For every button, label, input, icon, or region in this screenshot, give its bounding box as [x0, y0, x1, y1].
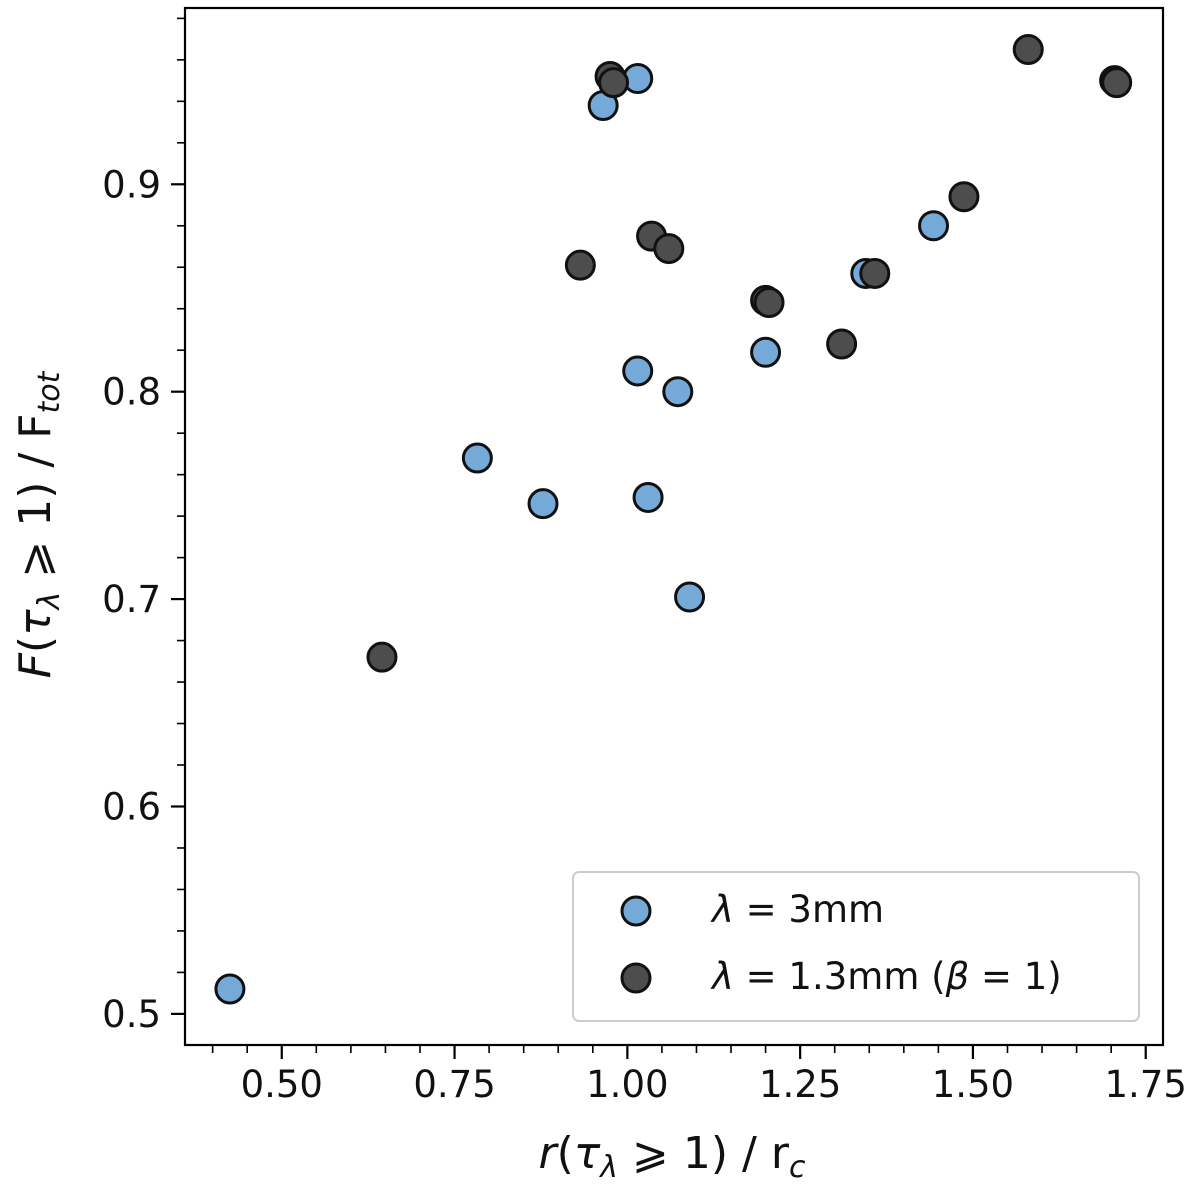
point-3mm — [632, 481, 664, 513]
y-tick-label: 0.5 — [102, 993, 161, 1036]
y-axis-title: F(τλ ⩾ 1) / Ftot — [10, 370, 67, 678]
major-ticks — [171, 183, 1147, 1059]
y-tick-label: 0.6 — [102, 785, 161, 828]
legend-label-1p3mm: λ = 1.3mm (β = 1) — [710, 955, 1062, 998]
y-tick-label: 0.8 — [102, 371, 161, 414]
point-3mm — [527, 488, 559, 520]
point-3mm — [214, 973, 246, 1005]
legend: λ = 3mm λ = 1.3mm (β = 1) — [572, 871, 1140, 1022]
x-tick-label: 1.75 — [1105, 1063, 1187, 1106]
point-3mm — [674, 581, 706, 613]
point-1p3mm — [564, 249, 596, 281]
minor-ticks — [177, 17, 1112, 1053]
point-3mm — [461, 442, 493, 474]
point-1p3mm — [859, 257, 891, 289]
x-tick-label: 0.50 — [241, 1063, 323, 1106]
legend-marker-1p3mm — [620, 962, 652, 994]
legend-label-3mm: λ = 3mm — [710, 888, 884, 931]
point-3mm — [750, 336, 782, 368]
point-3mm — [622, 355, 654, 387]
point-1p3mm — [653, 233, 685, 265]
x-axis-title: r(τλ ⩾ 1) / rc — [539, 1128, 806, 1185]
point-1p3mm — [1101, 67, 1133, 99]
legend-box — [572, 871, 1140, 1022]
data-points — [214, 33, 1133, 1005]
x-tick-label: 1.00 — [586, 1063, 668, 1106]
point-1p3mm — [826, 328, 858, 360]
point-3mm — [662, 376, 694, 408]
point-1p3mm — [366, 641, 398, 673]
y-tick-label: 0.9 — [102, 163, 161, 206]
plot-frame — [183, 6, 1165, 1047]
x-tick-label: 1.50 — [932, 1063, 1014, 1106]
point-1p3mm — [1012, 33, 1044, 65]
legend-marker-3mm — [620, 895, 652, 927]
x-tick-label: 0.75 — [413, 1063, 495, 1106]
point-1p3mm — [948, 181, 980, 213]
y-tick-label: 0.7 — [102, 578, 161, 621]
point-3mm — [918, 210, 950, 242]
point-1p3mm — [753, 287, 785, 319]
point-1p3mm — [598, 67, 630, 99]
tick-labels: 0.50 0.75 1.00 1.25 1.50 1.75 0.5 0.6 0.7 0.8 0.9 — [102, 163, 1187, 1106]
x-tick-label: 1.25 — [759, 1063, 841, 1106]
